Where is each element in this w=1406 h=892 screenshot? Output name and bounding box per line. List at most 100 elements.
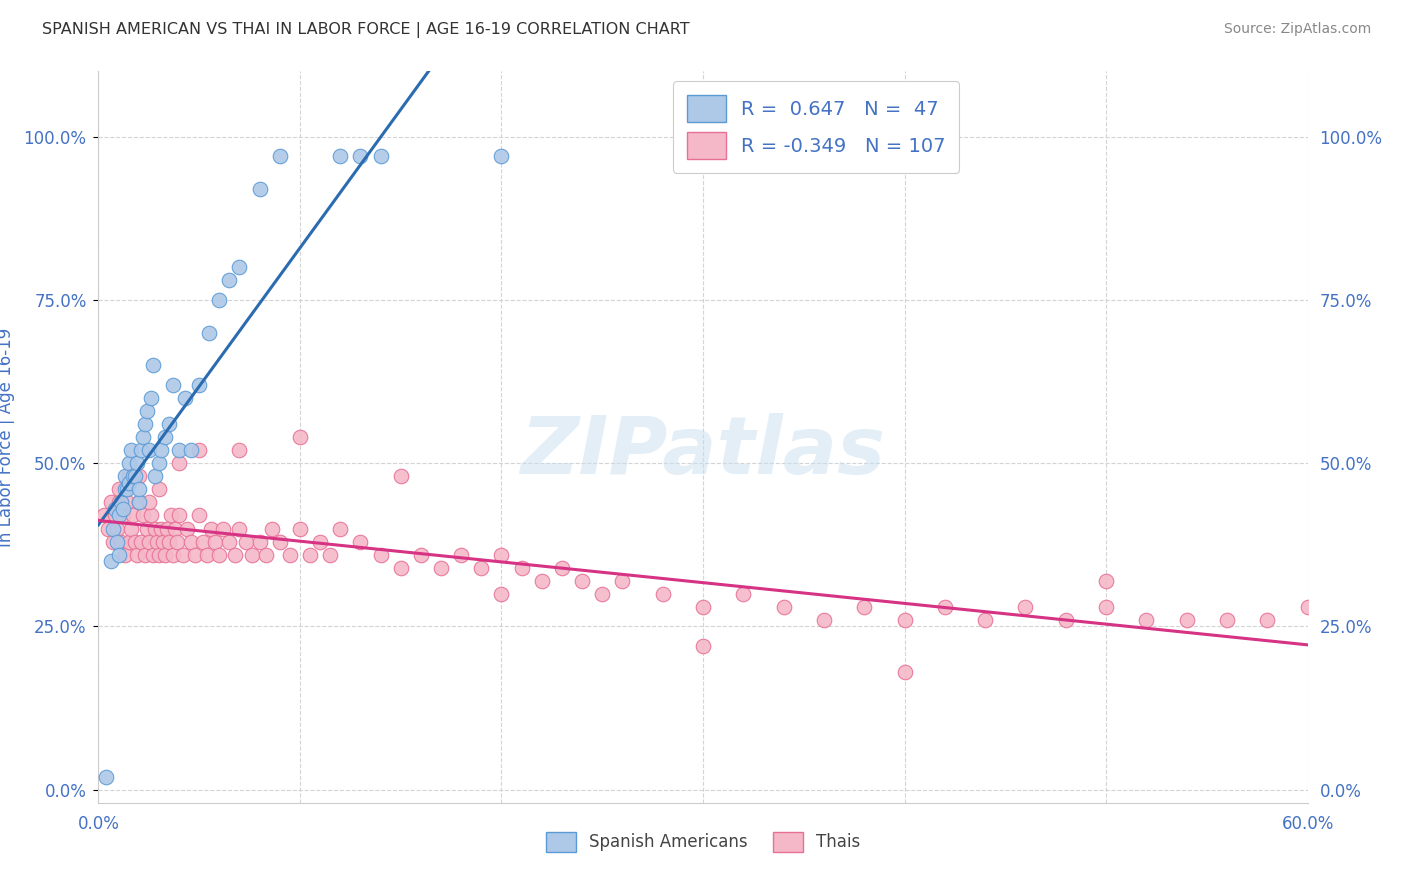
Point bbox=[893, 613, 915, 627]
Point bbox=[1175, 613, 1198, 627]
Point bbox=[218, 534, 240, 549]
Point bbox=[107, 548, 129, 562]
Point bbox=[111, 508, 134, 523]
Point bbox=[134, 417, 156, 431]
Point bbox=[111, 502, 134, 516]
Point bbox=[450, 548, 472, 562]
Point bbox=[103, 508, 125, 523]
Point bbox=[470, 560, 492, 574]
Point bbox=[249, 534, 271, 549]
Point bbox=[218, 273, 240, 287]
Point bbox=[772, 599, 794, 614]
Point bbox=[129, 443, 152, 458]
Point bbox=[124, 469, 146, 483]
Point bbox=[260, 521, 283, 535]
Point bbox=[329, 521, 352, 535]
Point bbox=[510, 560, 533, 574]
Point bbox=[249, 182, 271, 196]
Point bbox=[309, 534, 332, 549]
Point bbox=[115, 483, 138, 497]
Point bbox=[121, 469, 143, 483]
Point bbox=[114, 469, 136, 483]
Text: Source: ZipAtlas.com: Source: ZipAtlas.com bbox=[1223, 22, 1371, 37]
Point bbox=[208, 293, 231, 307]
Point bbox=[853, 599, 876, 614]
Point bbox=[105, 521, 128, 535]
Point bbox=[142, 358, 165, 372]
Point bbox=[974, 613, 997, 627]
Point bbox=[149, 443, 172, 458]
Point bbox=[188, 443, 211, 458]
Point bbox=[132, 430, 155, 444]
Point bbox=[389, 469, 412, 483]
Point bbox=[138, 495, 160, 509]
Point bbox=[389, 560, 412, 574]
Point bbox=[124, 534, 146, 549]
Point bbox=[153, 430, 176, 444]
Point bbox=[193, 534, 215, 549]
Point bbox=[118, 475, 141, 490]
Point bbox=[370, 548, 392, 562]
Point bbox=[118, 456, 141, 470]
Point bbox=[491, 587, 513, 601]
Point bbox=[128, 495, 150, 509]
Point bbox=[269, 534, 291, 549]
Point bbox=[651, 587, 673, 601]
Point bbox=[97, 521, 120, 535]
Y-axis label: In Labor Force | Age 16-19: In Labor Force | Age 16-19 bbox=[0, 327, 15, 547]
Point bbox=[1095, 599, 1118, 614]
Point bbox=[157, 417, 180, 431]
Point bbox=[100, 495, 122, 509]
Point bbox=[105, 534, 128, 549]
Point bbox=[174, 391, 197, 405]
Point bbox=[114, 548, 136, 562]
Point bbox=[162, 548, 184, 562]
Point bbox=[288, 430, 311, 444]
Point bbox=[166, 534, 188, 549]
Point bbox=[120, 521, 142, 535]
Point bbox=[103, 502, 125, 516]
Point bbox=[132, 508, 155, 523]
Point bbox=[1135, 613, 1157, 627]
Point bbox=[530, 574, 553, 588]
Point bbox=[180, 534, 202, 549]
Point bbox=[114, 483, 136, 497]
Point bbox=[299, 548, 322, 562]
Point bbox=[269, 149, 291, 163]
Text: ZIPatlas: ZIPatlas bbox=[520, 413, 886, 491]
Point bbox=[163, 521, 186, 535]
Point bbox=[118, 469, 141, 483]
Point bbox=[152, 534, 174, 549]
Point bbox=[139, 508, 162, 523]
Point bbox=[692, 599, 714, 614]
Point bbox=[107, 508, 129, 523]
Point bbox=[125, 456, 148, 470]
Point bbox=[118, 534, 141, 549]
Point bbox=[228, 443, 250, 458]
Point bbox=[1054, 613, 1077, 627]
Point bbox=[138, 534, 160, 549]
Point bbox=[571, 574, 593, 588]
Point bbox=[813, 613, 835, 627]
Point bbox=[115, 495, 138, 509]
Point bbox=[198, 326, 221, 340]
Point bbox=[409, 548, 432, 562]
Legend: Spanish Americans, Thais: Spanish Americans, Thais bbox=[537, 823, 869, 860]
Point bbox=[149, 521, 172, 535]
Point bbox=[491, 149, 513, 163]
Point bbox=[188, 377, 211, 392]
Point bbox=[129, 534, 152, 549]
Point bbox=[101, 534, 124, 549]
Point bbox=[200, 521, 222, 535]
Point bbox=[143, 521, 166, 535]
Point bbox=[893, 665, 915, 680]
Point bbox=[319, 548, 342, 562]
Point bbox=[228, 521, 250, 535]
Point bbox=[135, 521, 157, 535]
Point bbox=[146, 534, 169, 549]
Point bbox=[491, 548, 513, 562]
Point bbox=[1296, 599, 1319, 614]
Point bbox=[107, 495, 129, 509]
Point bbox=[167, 508, 190, 523]
Point bbox=[128, 483, 150, 497]
